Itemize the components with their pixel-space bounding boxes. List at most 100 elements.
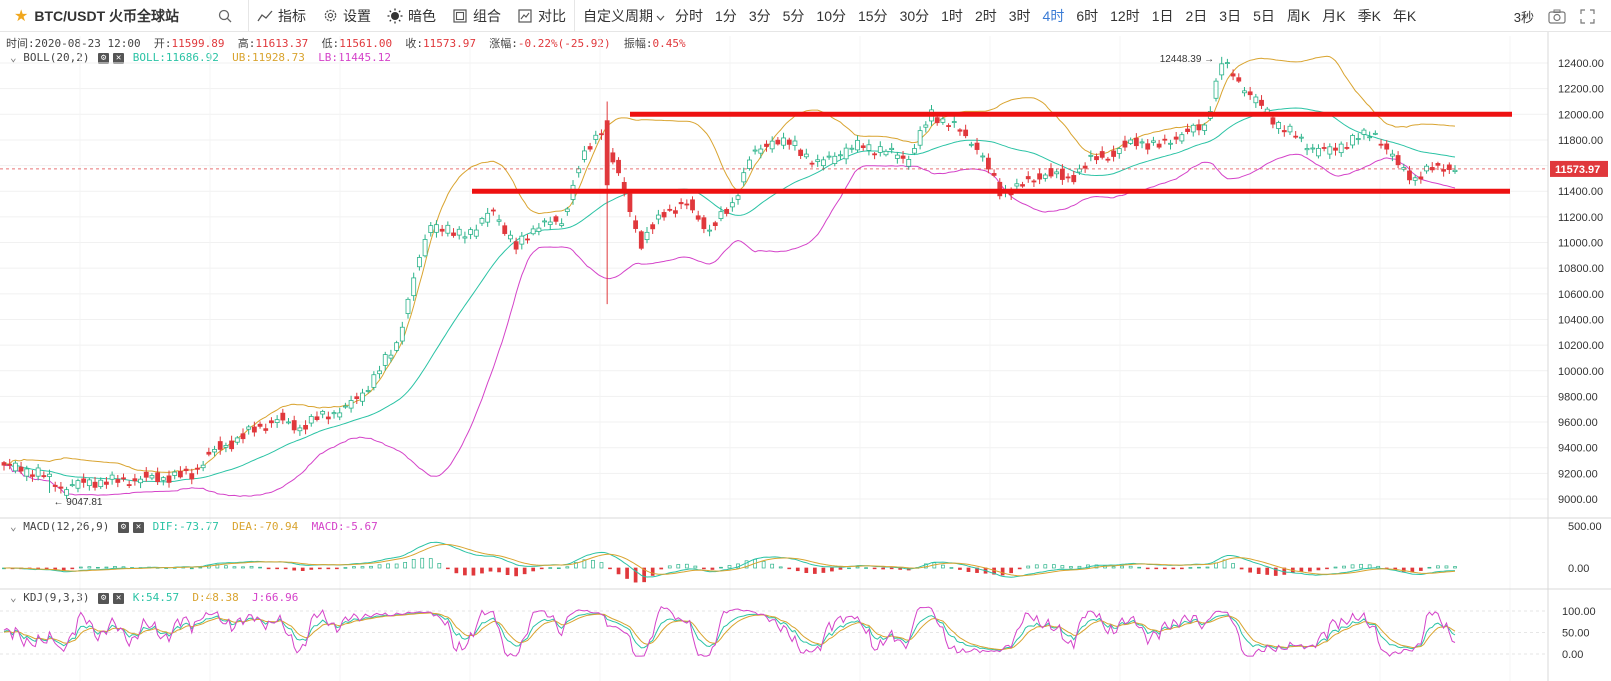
candle-body [1088,154,1094,157]
compare-button[interactable]: 对比 [509,0,574,32]
candle-body [69,484,75,487]
collapse-icon[interactable]: ⌄ [10,520,17,533]
close-icon[interactable]: ✕ [132,521,144,533]
gear-icon[interactable]: ⚙ [98,52,110,64]
period-tab-5[interactable]: 15分 [857,7,888,24]
candle-body [616,159,621,174]
fullscreen-icon[interactable] [1580,8,1595,24]
close-icon[interactable]: ✕ [113,592,125,604]
candle-body [820,159,826,167]
candle-body [126,484,132,486]
candle-body [900,155,906,159]
custom-period-dropdown[interactable]: 自定义周期 [575,0,669,32]
collapse-icon[interactable]: ⌄ [10,591,17,604]
macd-bar [864,567,868,569]
gear-icon[interactable]: ⚙ [117,521,129,533]
period-tab-20[interactable]: 年K [1392,7,1417,24]
macd-bar [326,567,331,570]
candle-body [212,448,217,453]
candle-body [308,416,314,424]
candle-body [712,222,718,227]
kdj-tick-label: 100.00 [1562,606,1596,618]
indicators-button[interactable]: 指标 [249,0,314,32]
indicators-label: 指标 [278,7,307,24]
candle-body [1179,134,1185,142]
theme-button[interactable]: 暗色 [379,0,444,32]
period-tab-8[interactable]: 2时 [974,7,997,24]
candle-body [502,225,508,234]
period-tab-14[interactable]: 2日 [1185,7,1208,24]
star-icon[interactable]: ★ [14,7,29,25]
candle-body [234,437,240,443]
boll-name: BOLL(20,2) [23,51,90,64]
collapse-icon[interactable]: ⌄ [10,51,17,64]
candle-body [1202,124,1208,131]
candle-body [490,209,496,212]
candle-body [229,440,235,450]
candle-body [1384,143,1390,150]
period-tab-7[interactable]: 1时 [941,7,963,24]
candle-body [269,420,274,424]
low-value: 11561.00 [339,37,393,50]
macd-bar [335,567,339,570]
period-tab-11[interactable]: 6时 [1076,7,1099,24]
period-tab-15[interactable]: 3日 [1219,7,1242,24]
period-tab-4[interactable]: 10分 [816,7,846,24]
settings-button[interactable]: 设置 [314,0,379,32]
macd-bar [582,559,587,569]
candle-body [1281,130,1287,133]
candle-body [1316,147,1321,157]
camera-icon[interactable] [1548,9,1566,24]
macd-bar [616,567,621,575]
macd-bar [1325,567,1329,570]
macd-bar [727,565,732,569]
candle-body [439,228,445,232]
period-tab-1[interactable]: 1分 [715,7,737,24]
period-tab-17[interactable]: 周K [1286,7,1311,24]
combine-button[interactable]: 组合 [444,0,509,32]
candle-body [923,124,929,128]
macd-bar [514,567,518,577]
custom-period-label: 自定义周期 [583,7,654,24]
period-tab-12[interactable]: 12时 [1110,7,1140,24]
boll-ub-value: UB:11928.73 [232,51,305,64]
candle-body [1099,151,1105,158]
period-tab-6[interactable]: 30分 [899,7,930,24]
period-tab-3[interactable]: 5分 [782,7,805,24]
candle-body [1059,168,1065,180]
period-tab-18[interactable]: 月K [1322,7,1346,24]
boll-lower-line [3,153,1456,497]
high-value: 11613.37 [255,37,309,50]
period-tab-16[interactable]: 5日 [1253,7,1275,24]
macd-bar [872,567,877,570]
candlestick-chart[interactable]: 500.00 0.00 100.00 50.00 0.00 12400.00 12200… [0,32,1611,681]
period-tab-2[interactable]: 3分 [748,7,771,24]
close-icon[interactable]: ✕ [113,52,125,64]
candle-body [155,472,161,482]
candle-body [803,153,809,158]
candle-body [365,390,371,392]
refresh-interval[interactable]: 3秒 [1513,9,1534,25]
symbol-selector[interactable]: ★ BTC/USDT 火币全球站 [0,0,187,32]
macd-bar [292,567,297,571]
macd-bar [1180,567,1184,570]
period-tab-9[interactable]: 3时 [1008,7,1031,24]
candle-body [98,479,104,488]
gear-icon[interactable]: ⚙ [98,592,110,604]
low-marker: ← 9047.81 [54,497,103,508]
candle-body [303,425,308,430]
price-markers: 12448.39 → ← 9047.81 [54,54,1215,508]
macd-bar [761,560,766,569]
candle-body [297,427,303,432]
period-tab-19[interactable]: 季K [1357,7,1381,24]
period-tab-0[interactable]: 分时 [675,7,704,24]
candle-body [1338,143,1344,154]
candle-body [849,147,855,150]
macd-tick-label: 0.00 [1568,563,1589,575]
kdj-tick-label: 0.00 [1562,649,1583,661]
candle-body [1077,168,1082,173]
candle-body [934,117,940,124]
period-tab-13[interactable]: 1日 [1151,7,1174,24]
search-button[interactable] [187,0,248,32]
period-tab-10[interactable]: 4时 [1042,7,1065,24]
